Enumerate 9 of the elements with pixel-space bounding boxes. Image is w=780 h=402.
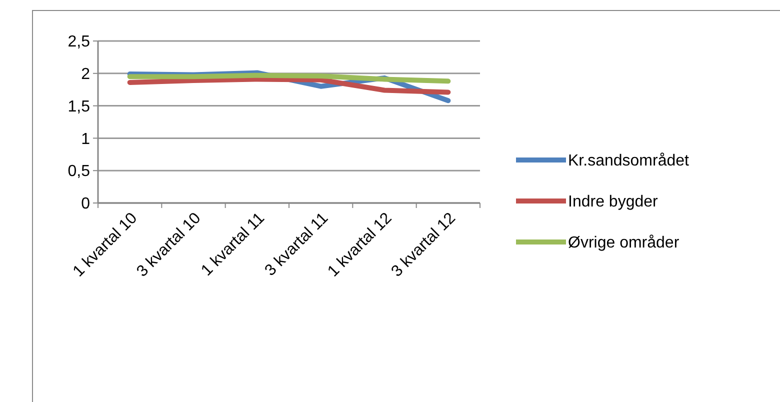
y-tick-label: 2,5	[68, 34, 90, 51]
legend-label: Kr.sandsområdet	[568, 152, 690, 170]
y-tick-label: 0	[81, 196, 90, 213]
y-tick-label: 1	[81, 130, 90, 148]
legend-label: Indre bygder	[568, 194, 659, 211]
y-tick-label: 0,5	[68, 163, 90, 180]
y-tick-label: 1,5	[68, 98, 90, 116]
legend-label: Øvrige områder	[568, 234, 680, 252]
y-tick-label: 2	[81, 66, 90, 83]
